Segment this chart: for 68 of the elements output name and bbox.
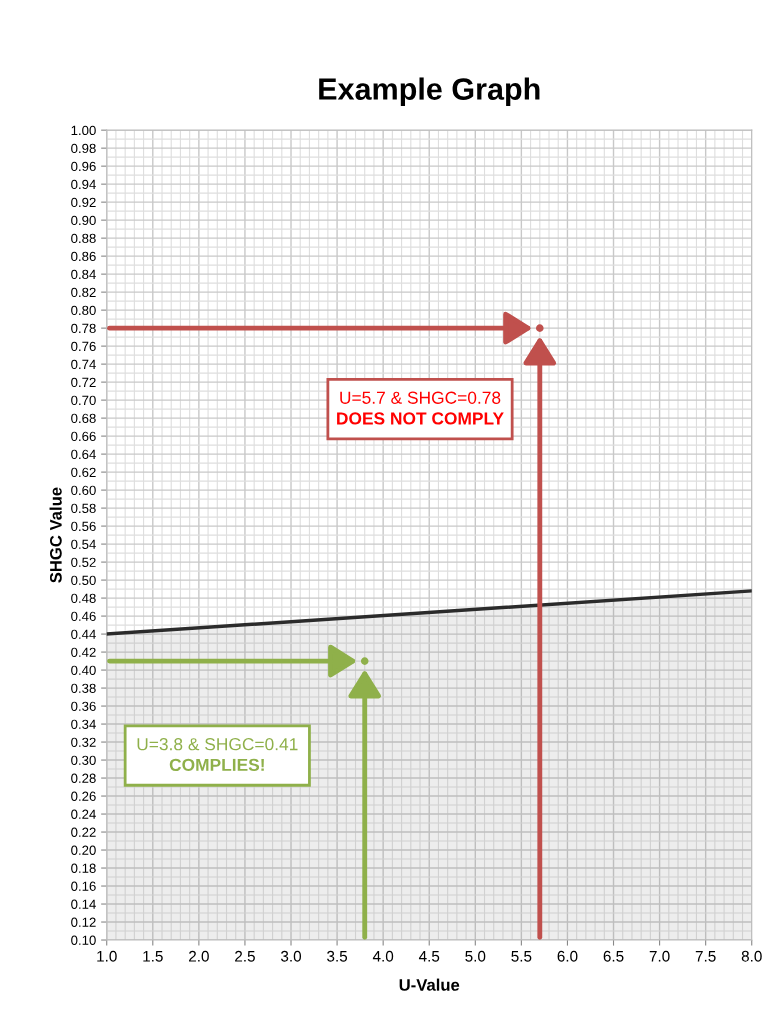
x-tick-label: 5.0 xyxy=(465,950,486,962)
y-tick-label: 0.16 xyxy=(71,881,96,891)
y-tick-label: 0.66 xyxy=(71,431,96,442)
y-tick-label: 0.84 xyxy=(71,269,96,280)
y-tick-label: 0.76 xyxy=(71,341,96,352)
y-tick-label: 1.00 xyxy=(71,125,96,136)
y-tick-label: 0.18 xyxy=(71,863,96,873)
y-axis-title: SHGC Value xyxy=(49,487,62,583)
annotation: COMPLIES! xyxy=(169,758,264,772)
annotation: DOES NOT COMPLY xyxy=(337,412,504,425)
annotation: U=5.7 & SHGC=0.78 xyxy=(340,391,501,404)
x-tick-label: 4.5 xyxy=(418,951,440,962)
y-tick-label: 0.50 xyxy=(71,575,96,585)
y-tick-label: 0.78 xyxy=(71,323,96,334)
x-axis-title: U-Value xyxy=(399,978,460,991)
y-tick-label: 0.90 xyxy=(71,215,96,226)
y-tick-label: 0.56 xyxy=(71,521,96,532)
x-tick-label: 6.5 xyxy=(603,950,624,962)
y-tick-label: 0.86 xyxy=(71,251,96,262)
y-tick-label: 0.62 xyxy=(71,467,96,478)
y-tick-label: 0.10 xyxy=(71,935,96,945)
y-tick-label: 0.68 xyxy=(71,413,96,424)
x-tick-label: 7.0 xyxy=(649,950,670,962)
y-tick-label: 0.40 xyxy=(71,665,96,675)
x-tick-label: 8.0 xyxy=(741,950,762,962)
y-tick-label: 0.42 xyxy=(71,647,96,657)
x-tick-label: 3.0 xyxy=(280,950,302,962)
x-tick-label: 2.5 xyxy=(235,950,255,962)
y-tick-label: 0.32 xyxy=(71,737,96,747)
y-tick-label: 0.74 xyxy=(71,359,96,370)
x-tick-label: 6.0 xyxy=(557,950,578,962)
y-tick-label: 0.94 xyxy=(71,179,96,190)
y-tick-label: 0.82 xyxy=(71,287,96,298)
y-tick-label: 0.72 xyxy=(71,377,96,388)
x-tick-label: 4.0 xyxy=(372,950,394,962)
y-tick-label: 0.22 xyxy=(71,827,96,837)
y-tick-label: 0.58 xyxy=(71,503,96,514)
y-tick-label: 0.54 xyxy=(71,539,96,549)
y-tick-label: 0.26 xyxy=(71,791,96,801)
x-tick-label: 5.5 xyxy=(511,951,532,962)
y-tick-label: 0.46 xyxy=(71,611,96,621)
y-tick-label: 0.12 xyxy=(71,917,96,927)
y-tick-label: 0.24 xyxy=(71,809,96,819)
y-tick-label: 0.98 xyxy=(71,143,96,154)
y-tick-label: 0.36 xyxy=(71,701,96,711)
y-tick-label: 0.44 xyxy=(71,629,96,639)
x-tick-label: 1.5 xyxy=(143,951,163,962)
annotation: U=3.8 & SHGC=0.41 xyxy=(137,738,298,751)
y-tick-label: 0.52 xyxy=(71,557,96,567)
y-tick-label: 0.80 xyxy=(71,305,96,316)
y-tick-label: 0.14 xyxy=(71,899,96,909)
y-tick-label: 0.60 xyxy=(71,485,96,496)
x-tick-label: 1.0 xyxy=(97,950,117,962)
y-tick-label: 0.64 xyxy=(71,449,96,460)
y-tick-label: 0.30 xyxy=(71,755,96,765)
y-tick-label: 0.20 xyxy=(71,845,96,855)
x-tick-label: 3.5 xyxy=(327,950,348,962)
y-tick-label: 0.92 xyxy=(71,197,96,208)
y-tick-label: 0.28 xyxy=(71,773,96,783)
y-tick-label: 0.34 xyxy=(71,719,96,729)
x-tick-label: 7.5 xyxy=(695,951,716,962)
chart-title: Example Graph xyxy=(319,77,540,106)
y-tick-label: 0.38 xyxy=(71,683,96,693)
y-tick-label: 0.88 xyxy=(71,233,96,244)
y-tick-label: 0.96 xyxy=(71,161,96,172)
x-tick-label: 2.0 xyxy=(189,950,209,962)
y-tick-label: 0.70 xyxy=(71,395,96,406)
y-tick-label: 0.48 xyxy=(71,593,96,603)
